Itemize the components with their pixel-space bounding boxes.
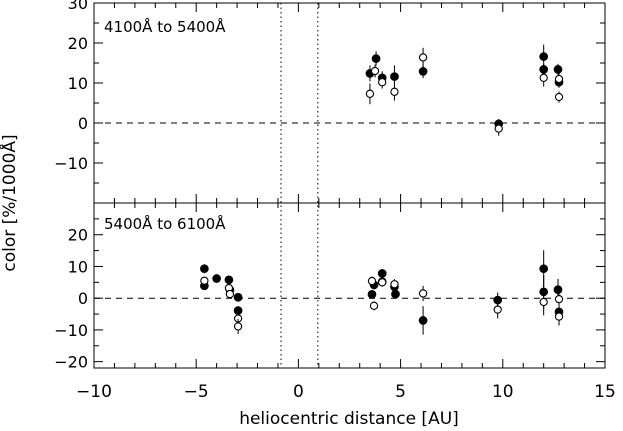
data-point-open (554, 294, 564, 304)
data-point-open (539, 73, 548, 82)
y-tick-label: 0 (78, 114, 88, 133)
y-tick-label: 20 (68, 226, 88, 245)
data-point-filled (377, 269, 387, 278)
top-panel: 4100Å to 5400Å −10 0 10 20 30 (54, 0, 606, 204)
data-point-filled (539, 52, 549, 61)
x-tick-label: 0 (293, 382, 304, 402)
data-point-open (418, 53, 428, 62)
y-axis-label: color [%/1000Å] (0, 134, 20, 271)
y-tick-label: 20 (68, 34, 88, 53)
data-point-open (233, 322, 243, 331)
data-point-open (554, 74, 564, 84)
data-point-filled (418, 67, 428, 76)
data-point-open (390, 280, 399, 289)
y-tick-label: 10 (68, 257, 88, 276)
data-point-open (494, 124, 503, 133)
data-point-open (539, 297, 548, 307)
data-point-filled (390, 72, 399, 81)
y-tick-label: −10 (54, 154, 88, 173)
data-point-filled (212, 274, 221, 283)
data-point-open (493, 305, 502, 314)
data-point-filled (553, 285, 563, 294)
bottom-panel-points (94, 250, 605, 335)
data-point-filled (391, 289, 400, 299)
data-point-open (225, 289, 235, 299)
data-point-filled (200, 264, 209, 274)
data-point-open (370, 66, 380, 76)
data-point-open (378, 78, 387, 87)
data-point-filled (367, 290, 377, 299)
y-tick-label: 30 (68, 0, 88, 13)
data-point-open (554, 92, 564, 102)
x-tick-label: −10 (76, 382, 112, 402)
data-point-open (378, 278, 387, 287)
x-axis-label: heliocentric distance [AU] (239, 409, 459, 429)
y-tick-label: 10 (68, 74, 88, 93)
data-point-filled (371, 54, 381, 63)
x-tick-label: −5 (184, 382, 209, 402)
data-point-open (554, 312, 564, 321)
x-axis: −10 −5 0 5 10 15 (76, 3, 616, 402)
data-point-open (200, 276, 209, 285)
data-point-open (367, 276, 377, 286)
y-tick-label: −20 (54, 353, 88, 372)
bottom-panel-frame (93, 202, 606, 369)
bottom-panel: 5400Å to 6100Å −20 −10 0 10 20 (54, 202, 606, 372)
top-panel-label: 4100Å to 5400Å (104, 17, 226, 36)
data-point-open (390, 87, 399, 96)
bottom-panel-label: 5400Å to 6100Å (104, 214, 226, 233)
data-point-filled (553, 65, 563, 74)
data-point-open (418, 289, 428, 298)
x-tick-label: 15 (594, 382, 616, 402)
top-panel-points (94, 44, 605, 136)
y-tick-label: −10 (54, 321, 88, 340)
vertical-markers (280, 3, 319, 368)
data-point-filled (224, 275, 234, 285)
x-tick-label: 10 (492, 382, 514, 402)
data-point-filled (418, 316, 428, 325)
data-point-filled (233, 292, 243, 302)
y-tick-label: 0 (78, 289, 88, 308)
data-point-open (369, 301, 379, 310)
x-tick-label: 5 (395, 382, 406, 402)
data-point-filled (539, 264, 549, 274)
data-point-open (365, 89, 375, 98)
top-panel-y-ticks: −10 0 10 20 30 (54, 0, 605, 204)
